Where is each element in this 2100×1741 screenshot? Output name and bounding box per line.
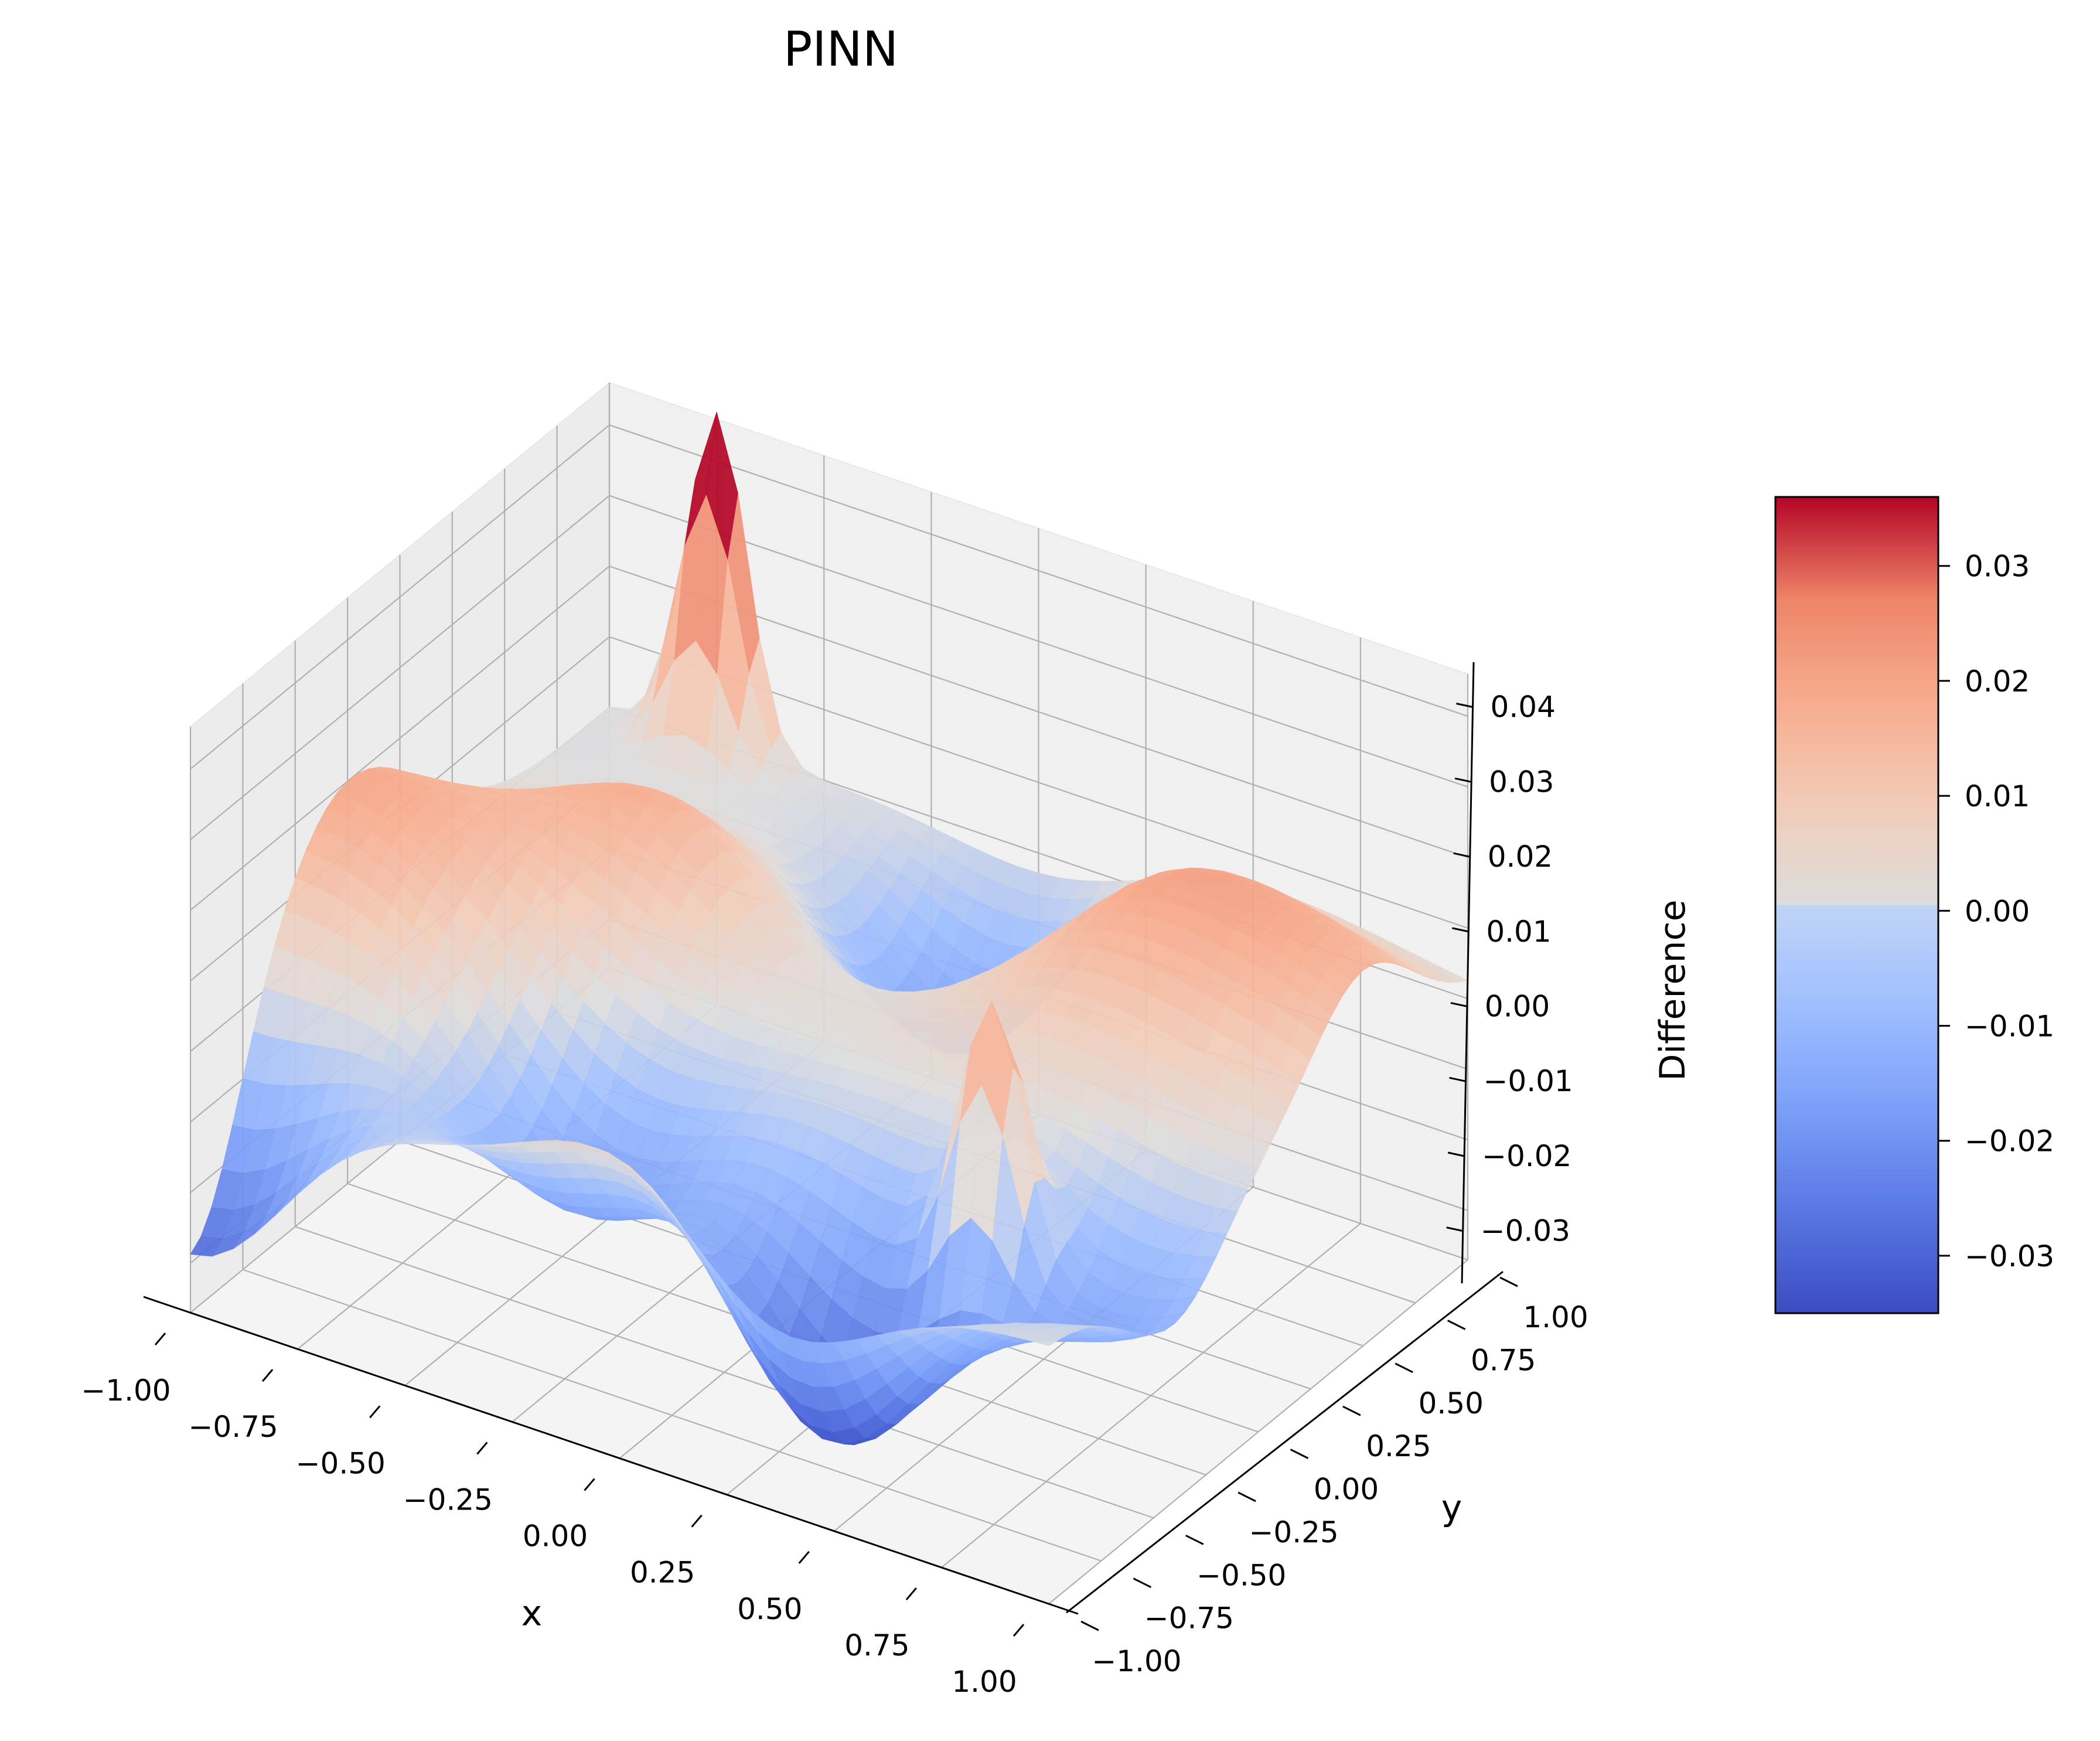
y-tick-label: 0.50 bbox=[1419, 1386, 1484, 1420]
z-gridline bbox=[190, 565, 1468, 911]
z-gridline bbox=[190, 424, 1468, 770]
y-tick-mark bbox=[1133, 1578, 1152, 1588]
y-tick-label: 0.25 bbox=[1366, 1429, 1431, 1463]
x-tick-mark bbox=[476, 1442, 488, 1455]
x-tick-mark bbox=[369, 1405, 381, 1419]
y-tick-mark bbox=[1080, 1620, 1099, 1631]
y-tick-label: −0.50 bbox=[1196, 1558, 1286, 1592]
x-tick-mark bbox=[584, 1478, 595, 1491]
x-tick-label: 0.50 bbox=[737, 1592, 802, 1626]
y-tick-mark bbox=[1185, 1534, 1204, 1545]
z-tick-mark bbox=[1453, 852, 1471, 858]
x-tick-label: 0.75 bbox=[844, 1628, 909, 1662]
x-tick-label: 1.00 bbox=[952, 1665, 1017, 1699]
x-tick-mark bbox=[154, 1333, 166, 1345]
z-ticks: −0.03 −0.02 −0.01 0.00 0.01 0.02 0.03 0.04 bbox=[1446, 690, 1573, 1248]
z-tick-mark bbox=[1452, 927, 1469, 933]
z-tick-mark bbox=[1449, 1076, 1466, 1082]
z-tick-mark bbox=[1450, 1002, 1468, 1007]
z-tick-mark bbox=[1446, 1226, 1464, 1232]
y-tick-mark bbox=[1395, 1362, 1413, 1374]
z-gridline bbox=[190, 495, 1468, 840]
y-tick-mark bbox=[1238, 1491, 1256, 1502]
colorbar: −0.03 −0.02 −0.01 0.00 0.01 0.02 0.03 bbox=[1774, 496, 2054, 1314]
y-tick-mark bbox=[1290, 1449, 1309, 1459]
x-tick-label: −0.25 bbox=[403, 1483, 493, 1517]
chart-title: PINN bbox=[783, 22, 898, 77]
colorbar-tick-label: 0.03 bbox=[1965, 550, 2030, 584]
z-tick-label: −0.02 bbox=[1482, 1139, 1571, 1173]
z-tick-label: 0.04 bbox=[1491, 690, 1556, 724]
colorbar-tick-label: −0.03 bbox=[1965, 1239, 2054, 1273]
z-tick-label: 0.01 bbox=[1486, 915, 1551, 949]
y-axis-label: y bbox=[1441, 1488, 1462, 1529]
x-tick-label: 0.00 bbox=[523, 1519, 588, 1553]
x-tick-mark bbox=[1012, 1624, 1025, 1637]
z-tick-mark bbox=[1447, 1151, 1465, 1157]
x-tick-mark bbox=[691, 1514, 703, 1528]
x-axis-line bbox=[143, 1296, 1079, 1615]
y-gridline bbox=[242, 683, 1102, 1562]
colorbar-tick-label: 0.02 bbox=[1965, 665, 2030, 699]
colorbar-ticks: −0.03 −0.02 −0.01 0.00 0.01 0.02 0.03 bbox=[1938, 550, 2054, 1273]
z-tick-label: 0.02 bbox=[1488, 840, 1553, 874]
x-ticks: −1.00 −0.75 −0.50 −0.25 0.00 0.25 0.50 0.75 1.00 bbox=[81, 1333, 1025, 1699]
y-tick-label: −1.00 bbox=[1092, 1644, 1181, 1678]
surface-plot bbox=[190, 411, 1468, 1446]
y-ticks: −1.00 −0.75 −0.50 −0.25 0.00 0.25 0.50 0.75 1.00 bbox=[1080, 1276, 1588, 1678]
x-tick-label: −0.50 bbox=[296, 1446, 386, 1480]
x-tick-label: −0.75 bbox=[189, 1410, 278, 1444]
y-tick-label: −0.75 bbox=[1144, 1602, 1234, 1636]
y-tick-label: 0.00 bbox=[1314, 1473, 1379, 1507]
colorbar-bar bbox=[1774, 496, 1939, 1314]
z-axis-line bbox=[1461, 662, 1475, 1284]
x-axis-label: x bbox=[521, 1593, 543, 1634]
z-tick-label: 0.00 bbox=[1485, 989, 1550, 1023]
y-tick-mark bbox=[1447, 1320, 1466, 1330]
x-tick-label: 0.25 bbox=[630, 1556, 695, 1590]
z-axis: −0.03 −0.02 −0.01 0.00 0.01 0.02 0.03 0.04 Diff… bbox=[1446, 662, 1693, 1284]
y-tick-mark bbox=[1342, 1405, 1361, 1416]
z-tick-mark bbox=[1456, 703, 1473, 708]
y-tick-label: 1.00 bbox=[1523, 1300, 1588, 1334]
colorbar-tick-label: 0.01 bbox=[1965, 779, 2030, 813]
colorbar-tick-label: 0.00 bbox=[1965, 894, 2030, 928]
x-tick-mark bbox=[798, 1551, 810, 1564]
x-tick-mark bbox=[905, 1587, 918, 1600]
y-tick-mark bbox=[1499, 1276, 1518, 1287]
z-tick-mark bbox=[1454, 777, 1472, 783]
z-tick-label: 0.03 bbox=[1489, 765, 1554, 799]
surface-facet bbox=[1027, 1334, 1060, 1347]
z-tick-label: −0.03 bbox=[1481, 1214, 1570, 1248]
y-tick-label: 0.75 bbox=[1471, 1343, 1536, 1377]
x-axis: −1.00 −0.75 −0.50 −0.25 0.00 0.25 0.50 0.75 1.00… bbox=[81, 1296, 1079, 1699]
colorbar-tick-label: −0.02 bbox=[1965, 1125, 2054, 1159]
z-tick-label: −0.01 bbox=[1484, 1064, 1573, 1098]
x-tick-mark bbox=[261, 1369, 274, 1382]
y-tick-label: −0.25 bbox=[1249, 1515, 1339, 1549]
z-axis-label: Difference bbox=[1652, 900, 1693, 1081]
y-axis-line bbox=[1066, 1270, 1504, 1614]
y-axis: −1.00 −0.75 −0.50 −0.25 0.00 0.25 0.50 0.75 1.00… bbox=[1066, 1270, 1588, 1678]
colorbar-tick-label: −0.01 bbox=[1965, 1010, 2054, 1044]
x-tick-label: −1.00 bbox=[81, 1374, 171, 1408]
